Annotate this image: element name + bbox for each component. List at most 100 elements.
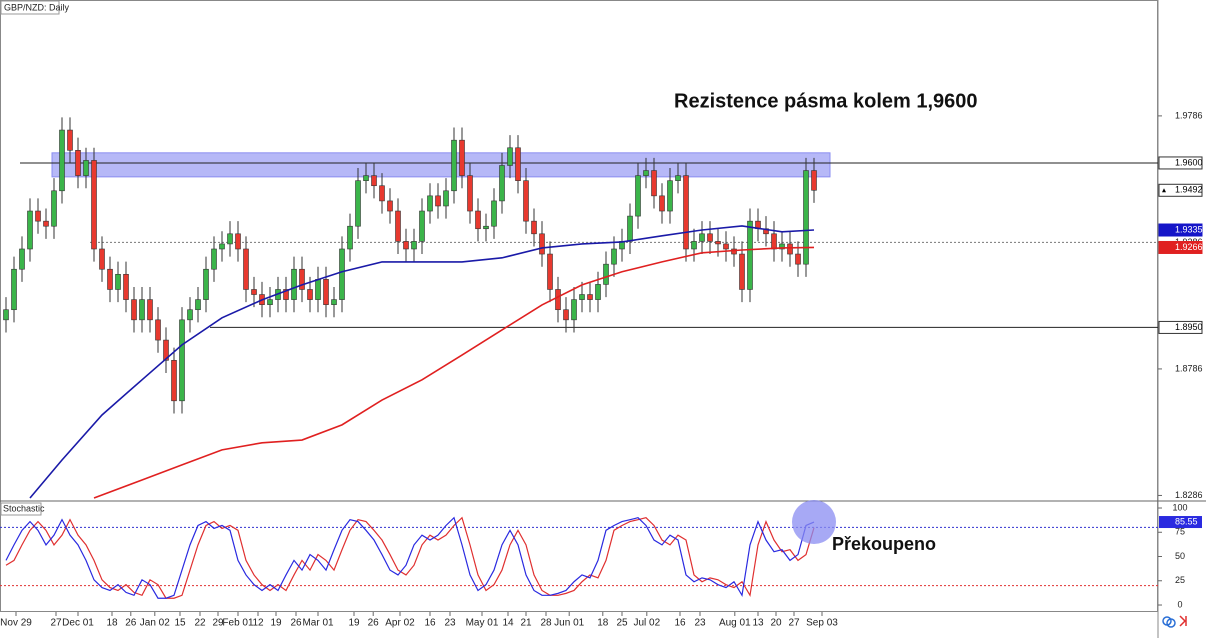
candle-body xyxy=(443,190,449,207)
level-label-box xyxy=(1158,156,1203,170)
x-tick-label: Dec 01 xyxy=(62,618,94,629)
candle-body xyxy=(315,279,321,300)
y-tick-label: 1.8786 xyxy=(1175,363,1203,373)
annotation: Překoupeno xyxy=(832,534,936,554)
candle-body xyxy=(523,180,529,222)
candle-body xyxy=(107,268,113,290)
candle-body xyxy=(411,241,417,250)
candle-body xyxy=(675,175,681,181)
candle-body xyxy=(299,268,305,290)
candle-body xyxy=(635,175,641,217)
x-tick-label: 27 xyxy=(788,618,800,629)
pane-title: Stochastic xyxy=(3,503,45,513)
candle-body xyxy=(387,200,393,212)
icon[interactable] xyxy=(1179,615,1187,627)
candle-body xyxy=(131,299,137,321)
candle-body xyxy=(339,248,345,300)
ma-label: 1.9266 xyxy=(1175,242,1203,252)
x-tick-label: 22 xyxy=(194,618,206,629)
candle-body xyxy=(611,248,617,265)
candle-body xyxy=(163,339,169,361)
moving-average xyxy=(93,246,815,499)
price-label-box xyxy=(1158,183,1203,197)
candle-body xyxy=(187,309,193,321)
candle-body xyxy=(723,243,729,250)
x-tick-label: 16 xyxy=(424,618,436,629)
moving-average xyxy=(29,225,815,499)
x-tick-label: Mar 01 xyxy=(302,618,334,629)
icon[interactable] xyxy=(1166,618,1176,628)
candle-body xyxy=(795,253,801,265)
candle-body xyxy=(403,241,409,250)
candle-body xyxy=(683,175,689,250)
candle-body xyxy=(371,175,377,187)
candle-body xyxy=(243,248,249,290)
x-tick-label: 14 xyxy=(502,618,514,629)
candle-body xyxy=(779,243,785,250)
x-tick-label: 19 xyxy=(270,618,282,629)
y-tick-label: 25 xyxy=(1175,575,1185,585)
candle-body xyxy=(435,195,441,207)
level-label: 1.9600 xyxy=(1175,157,1203,167)
y-tick-label: 1.9786 xyxy=(1175,110,1203,120)
candle-body xyxy=(235,233,241,250)
y-tick-label: 50 xyxy=(1175,551,1185,561)
x-tick-label: 18 xyxy=(597,618,609,629)
candle-body xyxy=(195,299,201,311)
candle-body xyxy=(803,170,809,265)
x-tick-label: 26 xyxy=(290,618,302,629)
annotation: Rezistence pásma kolem 1,9600 xyxy=(674,90,978,112)
ma-label-box xyxy=(1158,223,1203,237)
stochastic-pane: 100 75 50 25 0 xyxy=(0,500,1188,609)
stoch-value-label: 85.55 xyxy=(1175,516,1198,526)
candle-body xyxy=(787,243,793,255)
x-tick-label: 19 xyxy=(348,618,360,629)
stoch-value-box xyxy=(1159,516,1202,529)
candle-body xyxy=(219,243,225,250)
candle-body xyxy=(419,210,425,242)
candle-body xyxy=(171,360,177,402)
candle-body xyxy=(11,268,17,311)
candle-body xyxy=(379,185,385,202)
stochastic-line xyxy=(5,516,815,599)
candle-body xyxy=(123,273,129,300)
x-tick-label: 23 xyxy=(444,618,456,629)
candle-body xyxy=(427,195,433,212)
x-tick-label: 27 xyxy=(50,618,62,629)
candle-body xyxy=(459,139,465,176)
level-label-box xyxy=(1158,320,1203,334)
candle-body xyxy=(51,190,57,227)
candle-body xyxy=(75,150,81,176)
x-tick-label: May 01 xyxy=(466,618,499,629)
candle-body xyxy=(483,225,489,230)
candle-body xyxy=(547,253,553,290)
candle-body xyxy=(355,180,361,227)
x-tick-label: Jan 02 xyxy=(140,618,170,629)
candle-body xyxy=(395,210,401,242)
highlight xyxy=(792,500,836,545)
price-label: 1.9492 xyxy=(1175,185,1203,195)
labels: GBP/NZD: Daily Rezistence pásma kolem 1,… xyxy=(0,0,1203,554)
candle-body xyxy=(451,139,457,192)
candle-body xyxy=(227,233,233,245)
x-tick-label: Jul 02 xyxy=(633,618,660,629)
x-tick-label: Sep 03 xyxy=(806,618,838,629)
x-tick-label: 28 xyxy=(540,618,552,629)
level-label: 1.8950 xyxy=(1175,322,1203,332)
x-tick-label: Nov 29 xyxy=(0,618,32,629)
toolbar-icons[interactable] xyxy=(1162,615,1187,628)
candle-body xyxy=(691,241,697,250)
candle-body xyxy=(507,147,513,166)
candle-body xyxy=(59,129,65,192)
ma-label-box xyxy=(1158,240,1203,254)
candle-body xyxy=(211,248,217,270)
candle-body xyxy=(595,284,601,300)
x-tick-label: Jun 01 xyxy=(554,618,584,629)
candle-body xyxy=(603,263,609,285)
y-tick-label: 1.8286 xyxy=(1175,490,1203,500)
x-tick-label: 15 xyxy=(174,618,186,629)
x-tick-label: Aug 01 xyxy=(719,618,751,629)
x-tick-label: 18 xyxy=(106,618,118,629)
candle-body xyxy=(739,253,745,290)
